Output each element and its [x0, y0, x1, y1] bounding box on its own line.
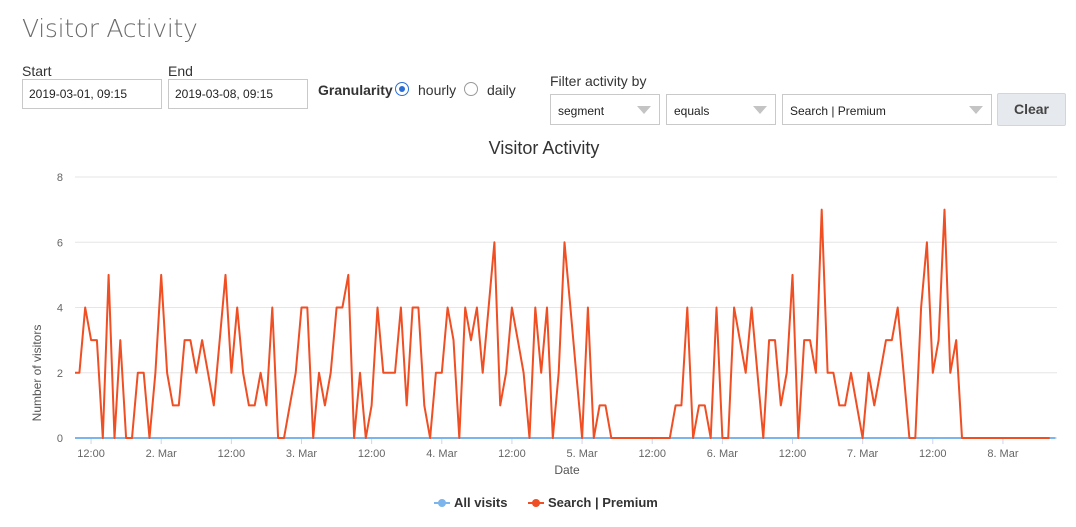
- filter-operator-value: equals: [674, 104, 710, 118]
- y-tick-label: 2: [57, 368, 63, 380]
- visitor-activity-chart: Visitor Activity 0 2 4 6 8 12:00 2. Mar 12:00 3…: [30, 138, 1057, 510]
- y-tick-label: 0: [57, 433, 63, 445]
- legend-item-search-premium[interactable]: Search | Premium: [528, 495, 658, 510]
- x-tick-label: 12:00: [779, 448, 807, 460]
- start-label: Start: [22, 63, 52, 79]
- x-tick-label: 3. Mar: [286, 448, 318, 460]
- x-tick-label: 12:00: [77, 448, 105, 460]
- page-title: Visitor Activity: [22, 14, 198, 43]
- y-axis-ticks: 0 2 4 6 8: [57, 172, 63, 445]
- x-tick-label: 2. Mar: [146, 448, 178, 460]
- y-tick-label: 6: [57, 237, 63, 249]
- legend: All visits Search | Premium: [434, 495, 658, 510]
- x-axis-label: Date: [554, 463, 580, 477]
- legend-marker-icon: [532, 499, 540, 507]
- end-date-input[interactable]: [168, 79, 308, 109]
- filter-field-value: segment: [558, 104, 605, 118]
- chevron-down-icon: [969, 106, 983, 114]
- chevron-down-icon: [753, 106, 767, 114]
- clear-button[interactable]: Clear: [997, 93, 1066, 126]
- chart-title: Visitor Activity: [489, 138, 600, 158]
- x-tick-label: 8. Mar: [987, 448, 1019, 460]
- legend-marker-icon: [438, 499, 446, 507]
- daily-radio[interactable]: [464, 82, 478, 96]
- series-line-search-premium: [75, 208, 1050, 439]
- legend-item-all-visits[interactable]: All visits: [434, 495, 507, 510]
- x-tick-label: 12:00: [498, 448, 526, 460]
- granularity-label: Granularity: [318, 82, 393, 98]
- legend-label: Search | Premium: [548, 495, 658, 510]
- y-tick-label: 4: [57, 303, 63, 315]
- x-tick-label: 6. Mar: [707, 448, 739, 460]
- x-tick-label: 4. Mar: [426, 448, 458, 460]
- hourly-radio-label[interactable]: hourly: [418, 82, 457, 98]
- filter-value-value: Search | Premium: [790, 104, 886, 118]
- filter-operator-select[interactable]: equals: [666, 94, 776, 125]
- legend-label: All visits: [454, 495, 507, 510]
- x-tick-label: 12:00: [218, 448, 246, 460]
- x-tick-label: 5. Mar: [566, 448, 598, 460]
- x-tick-label: 12:00: [358, 448, 386, 460]
- series-group: [75, 208, 1056, 439]
- end-label: End: [168, 63, 193, 79]
- x-tick-label: 7. Mar: [847, 448, 879, 460]
- x-tick-label: 12:00: [638, 448, 666, 460]
- hourly-radio[interactable]: [395, 82, 409, 96]
- daily-radio-label[interactable]: daily: [487, 82, 516, 98]
- start-date-input[interactable]: [22, 79, 162, 109]
- x-axis: 12:00 2. Mar 12:00 3. Mar 12:00 4. Mar 12:00 5.…: [77, 438, 1019, 460]
- chevron-down-icon: [637, 106, 651, 114]
- y-tick-label: 8: [57, 172, 63, 184]
- chart-panel: Visitor Activity 0 2 4 6 8 12:00 2. Mar 12:00 3…: [22, 127, 1072, 522]
- filter-field-select[interactable]: segment: [550, 94, 660, 125]
- filter-label: Filter activity by: [550, 73, 647, 89]
- filter-value-select[interactable]: Search | Premium: [782, 94, 992, 125]
- y-axis-label: Number of visitors: [30, 325, 44, 422]
- x-tick-label: 12:00: [919, 448, 947, 460]
